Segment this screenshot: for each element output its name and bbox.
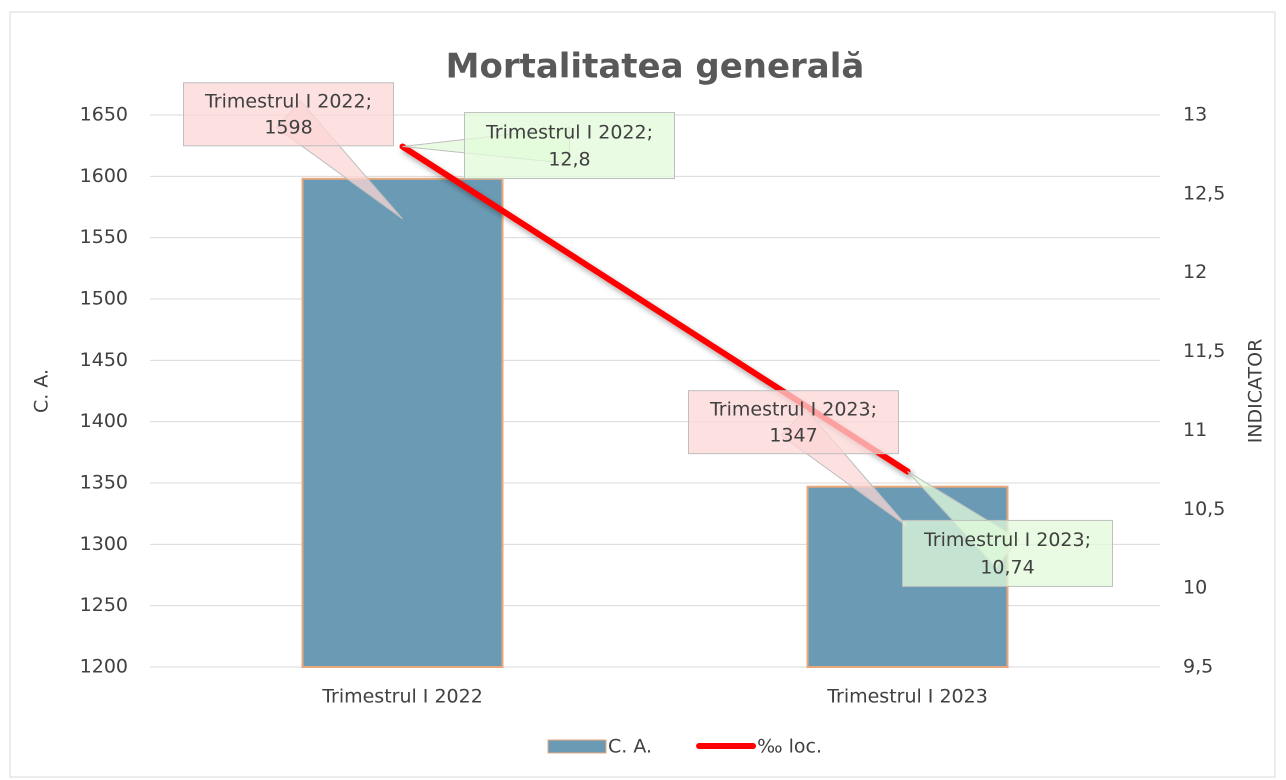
legend-label: ‰ loc.: [757, 736, 822, 758]
data-label-category: Trimestrul I 2022: [204, 90, 366, 112]
data-label: Trimestrul I 2022; 1598: [183, 82, 403, 220]
data-label-text: Trimestrul I 2022;: [485, 121, 653, 143]
y2-tick-label: 11,5: [1183, 340, 1225, 362]
y-tick-label: 1250: [80, 594, 128, 616]
y2-tick-label: 11: [1183, 419, 1207, 441]
legend-label: C. A.: [608, 736, 652, 758]
data-label-value: 12,8: [548, 149, 590, 171]
data-label-value: 10,74: [980, 556, 1034, 578]
y-tick-label: 1600: [80, 165, 128, 187]
chart-title: Mortalitatea generală: [446, 47, 865, 87]
data-label-value: 1598: [264, 117, 312, 139]
bar: [301, 177, 504, 669]
data-label: Trimestrul I 2023; 1347: [688, 390, 908, 528]
y-tick-label: 1300: [80, 533, 128, 555]
y-tick-label: 1550: [80, 226, 128, 248]
y2-axis-label: INDICATOR: [1245, 339, 1267, 444]
data-label-text: Trimestrul I 2023;: [923, 529, 1091, 551]
data-label: Trimestrul I 2022; 12,8: [402, 112, 675, 180]
y2-tick-label: 10,5: [1183, 498, 1225, 520]
y2-tick-label: 12: [1183, 261, 1207, 283]
data-label-box: [902, 519, 1113, 587]
y-axis-label: C. A.: [31, 369, 53, 413]
data-label-separator: ;: [871, 398, 877, 420]
data-label-separator: ;: [1085, 529, 1091, 551]
data-label-category: Trimestrul I 2023: [923, 529, 1085, 551]
data-label-text: Trimestrul I 2022;: [204, 90, 372, 112]
y-tick-label: 1400: [80, 410, 128, 432]
data-label: Trimestrul I 2023; 10,74: [902, 471, 1113, 587]
y2-tick-label: 12,5: [1183, 182, 1225, 204]
data-label-box: [183, 82, 394, 147]
data-label-category: Trimestrul I 2022: [485, 121, 647, 143]
legend-swatch: [547, 739, 607, 754]
y2-tick-label: 13: [1183, 104, 1207, 126]
y2-tick-label: 10: [1183, 577, 1207, 599]
y-tick-label: 1650: [80, 104, 128, 126]
y-tick-label: 1350: [80, 472, 128, 494]
y-tick-label: 1450: [80, 349, 128, 371]
y-tick-label: 1200: [80, 656, 128, 678]
x-tick-label: Trimestrul I 2022: [321, 686, 483, 708]
data-label-value: 1347: [769, 425, 817, 447]
data-label-text: Trimestrul I 2023;: [709, 398, 877, 420]
data-label-category: Trimestrul I 2023: [709, 398, 871, 420]
data-label-box: [688, 390, 899, 455]
y-tick-label: 1500: [80, 288, 128, 310]
y2-tick-label: 9,5: [1183, 656, 1213, 678]
data-label-box: [464, 112, 675, 180]
data-label-separator: ;: [366, 90, 372, 112]
x-tick-label: Trimestrul I 2023: [826, 686, 988, 708]
data-label-separator: ;: [647, 121, 653, 143]
